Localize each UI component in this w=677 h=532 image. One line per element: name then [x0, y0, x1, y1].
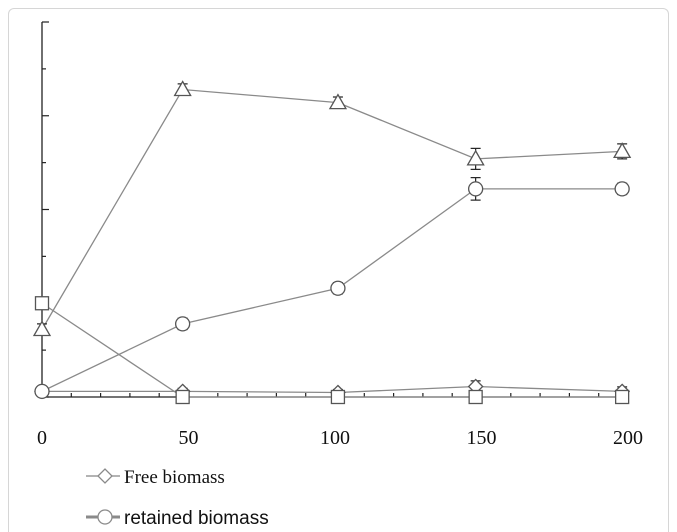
data-point-square [614, 389, 630, 405]
legend-label-free-biomass: Free biomass [124, 467, 225, 488]
data-point-triangle [32, 320, 52, 337]
legend-item-free-biomass: Free biomass [86, 467, 225, 488]
data-point-circle [330, 280, 346, 296]
axes: 0 50 100 150 200 [37, 21, 643, 449]
x-tick-label: 100 [320, 427, 350, 449]
legend-item-retained-biomass: retained biomass [86, 508, 269, 529]
series-square [34, 296, 630, 405]
x-tick-label: 200 [613, 427, 643, 449]
data-point-square [468, 389, 483, 405]
data-point-circle [34, 383, 50, 400]
series-circle [34, 177, 630, 400]
data-point-square [175, 389, 190, 405]
data-point-triangle [173, 80, 192, 97]
figure-frame [8, 8, 669, 532]
data-point-circle [614, 181, 630, 197]
data-point-circle [467, 181, 484, 197]
data-point-triangle [466, 149, 485, 166]
legend-label-retained-biomass: retained biomass [124, 508, 269, 529]
x-tick-label: 50 [179, 427, 199, 449]
legend: Free biomass retained biomass [86, 467, 269, 529]
y-axis-ticks [42, 21, 49, 398]
series-triangle [32, 80, 632, 337]
data-point-circle [174, 316, 191, 332]
x-tick-label: 0 [37, 427, 47, 449]
data-point-square [34, 296, 50, 311]
data-point-square [330, 389, 346, 405]
series-layer [32, 80, 632, 405]
data-point-triangle [613, 142, 632, 159]
x-tick-label: 150 [467, 427, 497, 449]
data-point-triangle [328, 93, 348, 110]
series-line [41, 88, 623, 330]
